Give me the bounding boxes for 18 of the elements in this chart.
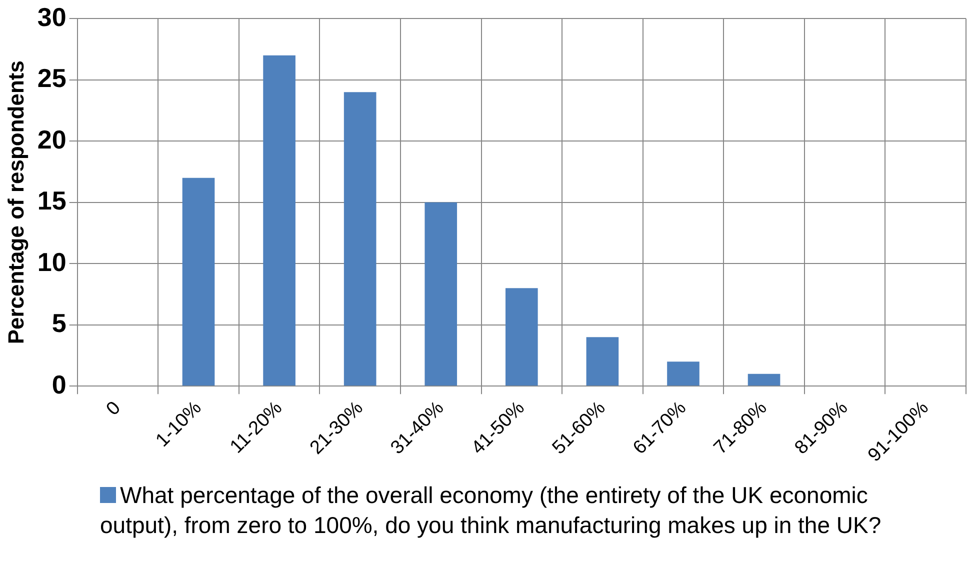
y-tick-label: 30 — [37, 2, 66, 32]
bar — [586, 337, 619, 386]
y-tick-label: 15 — [37, 186, 66, 216]
y-tick-label: 20 — [37, 124, 66, 154]
bar — [424, 202, 458, 386]
bar — [748, 374, 780, 386]
bar — [667, 362, 700, 386]
y-axis-title: Percentage of respondents — [3, 60, 28, 344]
y-tick-label: 25 — [37, 63, 66, 94]
bar — [506, 288, 538, 386]
y-tick-label: 5 — [52, 308, 66, 338]
legend-label: What percentage of the overall economy (the entirety of the UK economic output), from zero to 100%, do you think manufacturing makes up in the UK? — [100, 482, 882, 538]
y-tick-label: 10 — [37, 246, 66, 277]
bar — [263, 55, 296, 386]
bar — [344, 92, 376, 386]
y-tick-label: 0 — [52, 369, 66, 400]
bar — [182, 178, 215, 386]
x-tick-label: 0 — [102, 398, 125, 420]
